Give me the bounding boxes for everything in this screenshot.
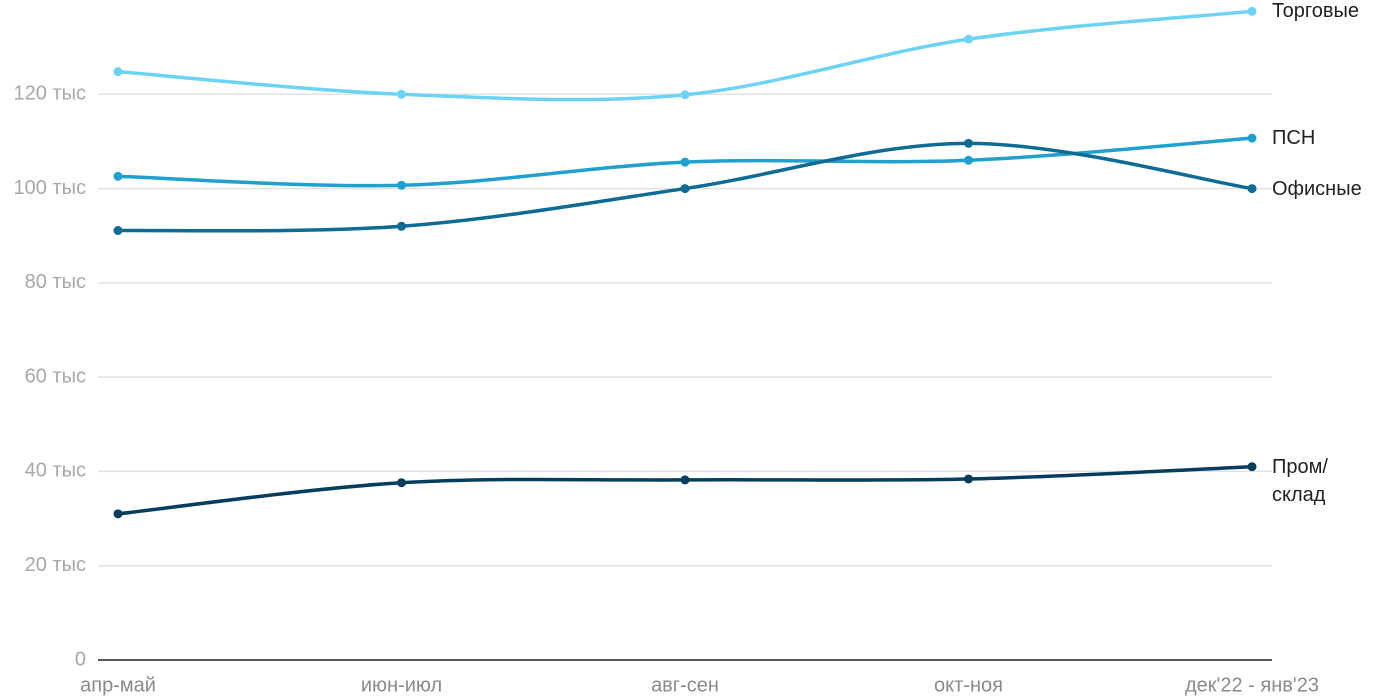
point — [680, 475, 690, 485]
point — [113, 509, 123, 519]
series-label: Офисные — [1272, 177, 1362, 200]
point — [1247, 462, 1257, 472]
point — [964, 474, 973, 484]
point — [397, 221, 406, 231]
x-tick-label: апр-май — [80, 674, 156, 696]
point — [680, 90, 690, 100]
series-line — [117, 464, 1253, 516]
x-tick-label: дек'22 - янв'23 — [1185, 674, 1319, 696]
point — [680, 184, 690, 194]
point — [113, 226, 123, 236]
y-tick-label: 20 тыс — [25, 554, 86, 576]
y-tick-label: 60 тыс — [25, 365, 86, 387]
point — [1247, 133, 1257, 143]
y-tick-label: 0 — [75, 648, 86, 670]
x-tick-label: окт-ноя — [934, 674, 1003, 696]
y-tick-label: 40 тыс — [25, 460, 86, 482]
point — [113, 171, 123, 181]
point — [397, 89, 406, 99]
y-tick-label: 100 тыс — [14, 177, 86, 199]
x-tick-label: июн-июл — [361, 674, 442, 696]
point — [680, 157, 690, 167]
y-tick-label: 80 тыс — [25, 271, 86, 293]
x-tick-label: авг-сен — [651, 674, 719, 696]
point — [1247, 184, 1257, 194]
point — [397, 180, 406, 190]
point — [1247, 6, 1257, 16]
series-label: Торговые — [1272, 0, 1360, 23]
point — [113, 67, 123, 77]
series-label: ПСН — [1272, 127, 1316, 150]
y-tick-label: 120 тыс — [14, 83, 86, 105]
series-label: Пром/склад — [1272, 455, 1328, 506]
point — [397, 478, 406, 488]
point — [964, 138, 973, 148]
point — [964, 34, 973, 44]
point — [964, 155, 973, 165]
series-line — [117, 9, 1253, 102]
